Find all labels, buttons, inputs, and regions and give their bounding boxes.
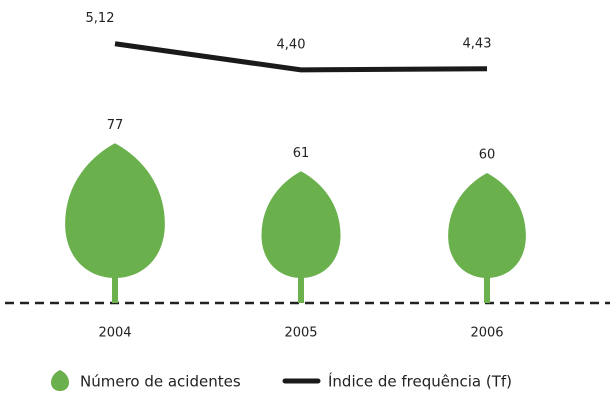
x-tick-label: 2004 bbox=[98, 326, 131, 341]
data-label: 5,12 bbox=[86, 11, 115, 26]
data-label: 4,40 bbox=[277, 37, 306, 52]
line bbox=[114, 41, 488, 73]
leaf-stem bbox=[112, 273, 118, 303]
data-label: 77 bbox=[107, 118, 124, 133]
data-label: 4,43 bbox=[463, 36, 492, 51]
data-label: 60 bbox=[479, 148, 496, 163]
leaf-stem bbox=[298, 273, 304, 303]
leaf-bar bbox=[261, 171, 341, 278]
legend-icon bbox=[51, 370, 69, 391]
x-tick-label: 2006 bbox=[470, 326, 503, 341]
leaf-stem bbox=[484, 273, 490, 303]
data-label: 61 bbox=[293, 146, 310, 161]
legend-label: Índice de frequência (Tf) bbox=[328, 372, 512, 391]
x-tick-label: 2005 bbox=[284, 326, 317, 341]
leaf-bar bbox=[448, 173, 526, 278]
leaf-bar bbox=[65, 143, 165, 278]
legend-label: Número de acidentes bbox=[80, 373, 241, 391]
